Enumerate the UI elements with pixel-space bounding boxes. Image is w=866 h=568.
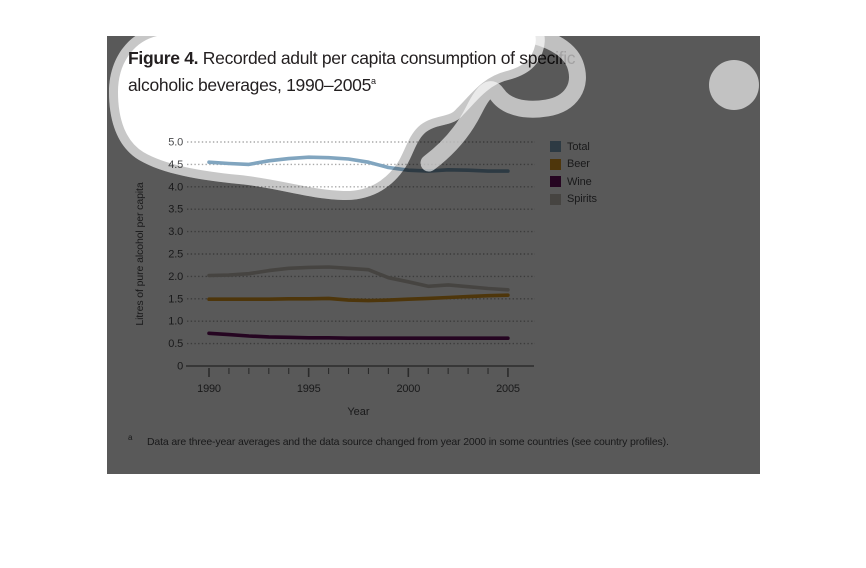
x-tick-label: 1990 xyxy=(197,383,221,395)
legend-item-spirits: Spirits xyxy=(550,191,597,209)
x-axis-title: Year xyxy=(347,406,370,418)
figure-title: Figure 4. Recorded adult per capita cons… xyxy=(128,45,693,99)
figure-title-line2: alcoholic beverages, 1990–2005 xyxy=(128,75,371,95)
y-tick-label: 2.5 xyxy=(168,249,183,261)
line-chart: 5.0 4.5 4.0 3.5 3.0 2.5 2.0 1.5 1.0 0.5 0 1990 1995 2… xyxy=(168,137,535,418)
legend-label-spirits: Spirits xyxy=(567,193,597,206)
footnote-marker: a xyxy=(128,433,133,442)
legend-swatch-total xyxy=(550,141,561,153)
x-tick-label: 2000 xyxy=(396,383,420,395)
y-tick-label: 5.0 xyxy=(168,137,183,149)
series-line-spirits xyxy=(207,265,510,292)
y-tick-label: 1.0 xyxy=(168,316,183,328)
y-tick-label: 0.5 xyxy=(168,338,183,350)
legend-swatch-beer xyxy=(550,158,561,170)
y-tick-label: 2.0 xyxy=(168,271,183,283)
y-tick-label: 1.5 xyxy=(168,293,183,305)
figure-title-line1: Recorded adult per capita consumption of… xyxy=(198,48,576,68)
legend-swatch-spirits xyxy=(550,193,561,205)
x-tick-label: 1995 xyxy=(297,383,321,395)
y-tick-label: 3.0 xyxy=(168,226,183,238)
legend-item-wine: Wine xyxy=(550,173,597,191)
y-tick-label: 3.5 xyxy=(168,204,183,216)
y-axis-title: Litres of pure alcohol per capita xyxy=(134,182,146,326)
x-tick-label: 2005 xyxy=(496,383,520,395)
legend-label-wine: Wine xyxy=(567,175,592,188)
legend-item-beer: Beer xyxy=(550,156,597,174)
legend-label-total: Total xyxy=(567,140,590,153)
legend-item-total: Total xyxy=(550,138,597,156)
series-line-wine xyxy=(207,331,510,341)
figure-panel: Figure 4. Recorded adult per capita cons… xyxy=(107,36,760,474)
legend-swatch-wine xyxy=(550,176,561,188)
y-tick-label: 4.5 xyxy=(168,159,183,171)
figure-title-footnote-marker: a xyxy=(371,76,376,87)
footnote-text: Data are three-year averages and the dat… xyxy=(147,436,669,448)
legend: Total Beer Wine Spirits xyxy=(550,138,597,208)
series-line-beer xyxy=(207,293,510,303)
figure-number: Figure 4. xyxy=(128,48,199,68)
legend-label-beer: Beer xyxy=(567,158,590,171)
y-tick-label: 4.0 xyxy=(168,181,183,193)
y-tick-label: 0 xyxy=(177,361,183,373)
